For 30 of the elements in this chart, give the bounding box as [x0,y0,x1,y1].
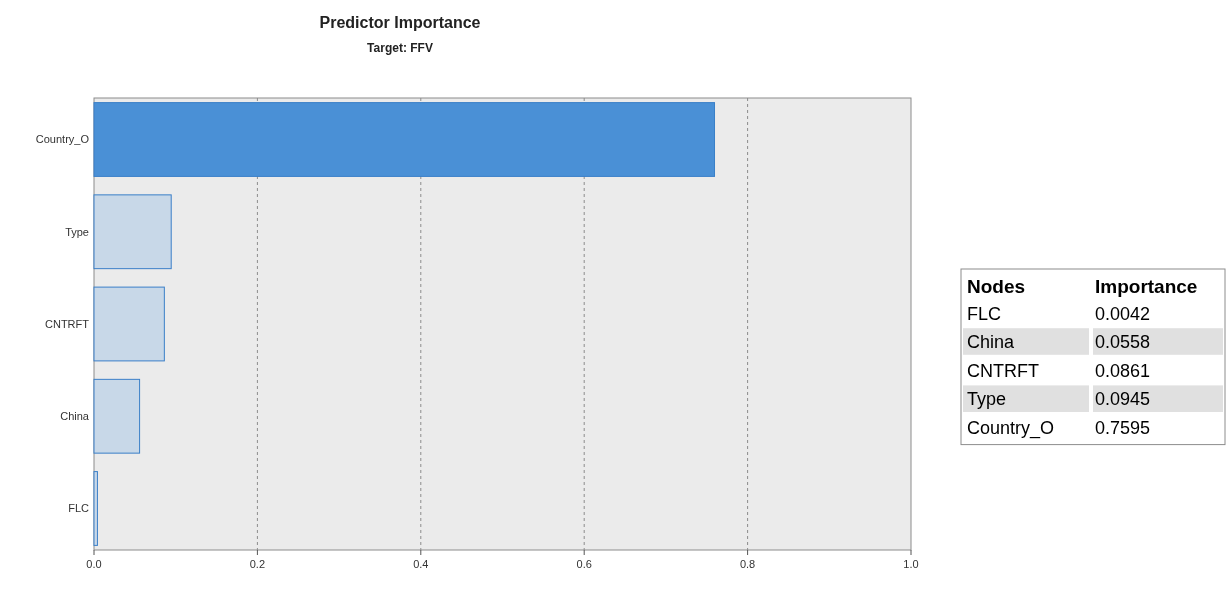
chart-title: Predictor Importance [319,14,481,31]
bar [93,102,716,177]
text: 0.0945 [1095,389,1151,410]
y-tick-label: China [60,410,90,423]
x-tick-label: 0.2 [249,558,266,570]
text: 0.7595 [1095,418,1151,438]
y-tick-label: FLC [68,502,90,515]
y-tick-label: CNTRFT [45,317,90,330]
bar [93,286,165,362]
chart-subtitle: Target: FFV [367,41,433,55]
category-label: FLC [967,303,1002,324]
bar [93,194,172,270]
category-label: China [967,332,1016,353]
x-tick-label: 0.4 [413,558,429,570]
bar [93,471,98,546]
y-tick-label: Type [65,225,89,238]
text: 0.0558 [1095,332,1151,353]
text: Importance [1095,276,1198,297]
y-tick-label: Country_O [35,133,90,146]
category-label: Type [967,389,1007,410]
x-tick-label: 1.0 [903,558,919,570]
bar [93,378,141,454]
x-tick-label: 0.8 [739,558,756,570]
text: Nodes [967,276,1026,297]
x-tick-label: 0.0 [86,558,102,570]
x-tick-label: 0.6 [576,558,592,570]
text: 0.0861 [1095,360,1151,381]
text: 0.0042 [1095,303,1151,324]
category-label: Country_O [967,418,1055,439]
category-label: CNTRFT [967,360,1039,381]
